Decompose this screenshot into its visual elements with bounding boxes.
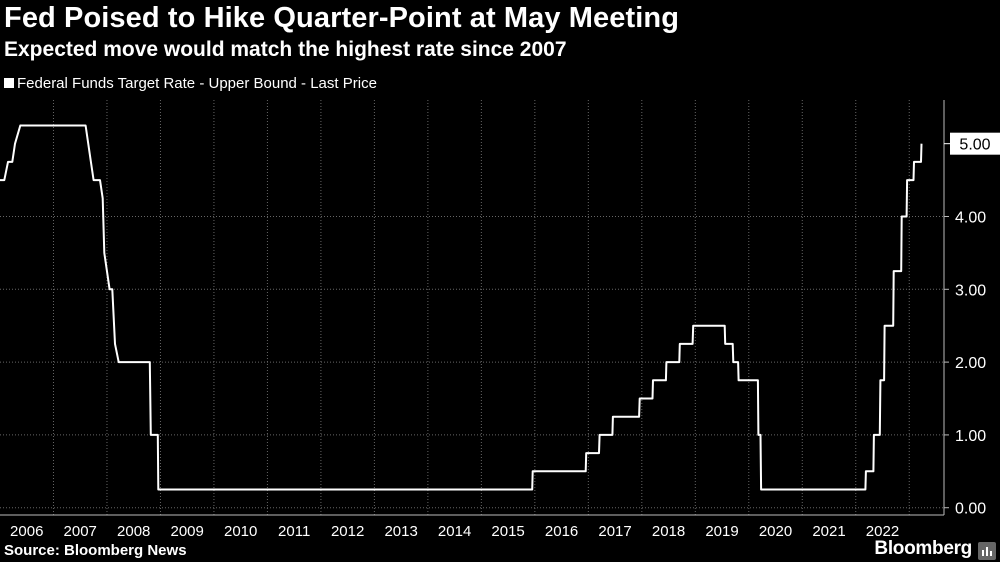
x-tick-label: 2019 [705, 523, 738, 540]
bloomberg-chart-icon [978, 542, 996, 560]
x-tick-label: 2006 [10, 523, 43, 540]
y-tick-label: 2.00 [955, 355, 986, 372]
y-tick-label: 3.00 [955, 282, 986, 299]
chart-subtitle: Expected move would match the highest ra… [4, 38, 567, 61]
x-tick-label: 2008 [117, 523, 150, 540]
x-tick-label: 2010 [224, 523, 257, 540]
x-tick-label: 2013 [384, 523, 417, 540]
x-tick-label: 2009 [171, 523, 204, 540]
legend-label: Federal Funds Target Rate - Upper Bound … [17, 75, 377, 92]
series-line [0, 124, 923, 491]
x-tick-label: 2011 [278, 523, 310, 540]
last-value-label: 5.00 [959, 137, 990, 154]
y-tick-label: 4.00 [955, 209, 986, 226]
x-tick-label: 2022 [866, 523, 899, 540]
x-tick-label: 2018 [652, 523, 685, 540]
x-tick-label: 2015 [491, 523, 524, 540]
legend: Federal Funds Target Rate - Upper Bound … [4, 75, 377, 92]
last-value-box [950, 132, 1000, 155]
x-tick-label: 2014 [438, 523, 471, 540]
y-tick-label: 1.00 [955, 428, 986, 445]
x-tick-label: 2021 [812, 523, 845, 540]
bloomberg-logo: Bloomberg [874, 538, 972, 559]
x-tick-label: 2012 [331, 523, 364, 540]
x-tick-label: 2007 [64, 523, 97, 540]
source-note: Source: Bloomberg News [4, 542, 187, 559]
legend-swatch [4, 78, 14, 88]
x-tick-label: 2017 [598, 523, 631, 540]
x-tick-label: 2016 [545, 523, 578, 540]
y-tick-label: 0.00 [955, 501, 986, 518]
x-tick-label: 2020 [759, 523, 792, 540]
chart-title: Fed Poised to Hike Quarter-Point at May … [4, 2, 680, 34]
